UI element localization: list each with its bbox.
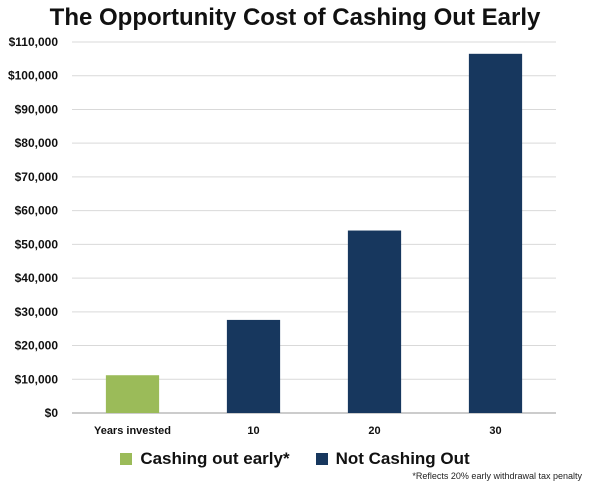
legend-item-not-cashing-out: Not Cashing Out	[315, 449, 470, 469]
y-tick-label: $30,000	[15, 305, 59, 319]
y-tick-label: $90,000	[15, 102, 59, 116]
bar-30	[468, 53, 523, 414]
y-tick-label: $100,000	[8, 69, 58, 83]
y-tick-label: $10,000	[15, 372, 59, 386]
footnote: *Reflects 20% early withdrawal tax penal…	[412, 471, 582, 481]
y-tick-label: $60,000	[15, 204, 59, 218]
x-tick-label: Years invested	[94, 425, 171, 437]
y-tick-label: $110,000	[9, 35, 59, 49]
x-tick-label: 10	[247, 425, 259, 437]
bar-years-invested	[105, 375, 160, 413]
y-tick-label: $20,000	[15, 339, 59, 353]
x-tick-label: 30	[489, 425, 501, 437]
y-tick-label: $80,000	[15, 136, 59, 150]
legend: Cashing out early* Not Cashing Out	[0, 448, 590, 470]
y-tick-label: $40,000	[15, 271, 59, 285]
chart-title: The Opportunity Cost of Cashing Out Earl…	[49, 4, 541, 31]
legend-label-cashing-out-early: Cashing out early*	[140, 449, 290, 468]
y-tick-label: $70,000	[15, 170, 59, 184]
bar-10	[226, 319, 281, 413]
legend-swatch-not-cashing-out	[315, 453, 328, 465]
legend-swatch-cashing-out-early	[120, 453, 133, 465]
legend-item-cashing-out-early: Cashing out early*	[120, 449, 290, 469]
y-tick-label: $0	[45, 406, 59, 420]
x-tick-label: 20	[368, 425, 380, 437]
bar-20	[347, 230, 402, 413]
y-tick-label: $50,000	[15, 237, 59, 251]
legend-label-not-cashing-out: Not Cashing Out	[335, 449, 470, 468]
